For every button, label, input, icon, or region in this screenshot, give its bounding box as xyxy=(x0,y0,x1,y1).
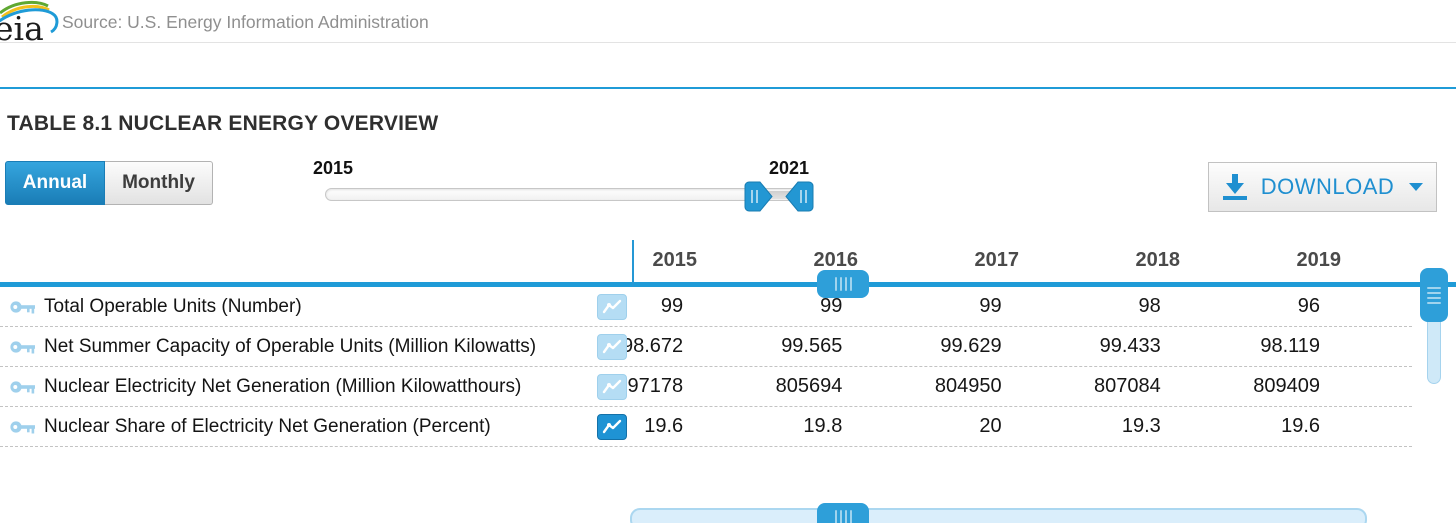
value-cell: 805694 xyxy=(775,375,843,397)
horizontal-scrollbar-handle-top[interactable] xyxy=(817,270,869,298)
value-cell: 804950 xyxy=(934,375,1002,397)
value-cell: 99.433 xyxy=(1099,335,1161,357)
column-header-year: 2016 xyxy=(813,248,859,271)
sparkline-chart-icon[interactable] xyxy=(597,333,627,360)
table-rows: Total Operable Units (Number) 99 99 99 9… xyxy=(0,287,1412,447)
key-icon xyxy=(10,380,35,393)
row-label: Nuclear Share of Electricity Net Generat… xyxy=(44,415,491,437)
year-slider-selected-range xyxy=(758,191,802,199)
value-cell: 797178 xyxy=(616,375,684,397)
vertical-scrollbar-handle[interactable] xyxy=(1420,268,1448,322)
value-cell: 99 xyxy=(979,295,1002,317)
year-header-row: 2015 2016 2017 2018 2019 xyxy=(0,238,1437,282)
value-cell: 98.119 xyxy=(1260,335,1321,357)
value-cell: 99 xyxy=(820,295,843,317)
column-header-year: 2017 xyxy=(974,248,1020,271)
download-label: DOWNLOAD xyxy=(1260,174,1395,199)
value-cell: 19.6 xyxy=(644,415,684,437)
download-button[interactable]: DOWNLOAD xyxy=(1208,162,1437,212)
slider-handle-right[interactable] xyxy=(785,181,814,212)
horizontal-scrollbar-handle-bottom[interactable] xyxy=(817,503,869,523)
header-divider xyxy=(0,87,1456,89)
source-attribution: Source: U.S. Energy Information Administ… xyxy=(62,12,429,32)
annual-button[interactable]: Annual xyxy=(5,161,105,205)
key-icon xyxy=(10,340,35,353)
value-cell: 19.6 xyxy=(1281,415,1321,437)
slider-max-label: 2021 xyxy=(769,158,810,178)
table-row: Net Summer Capacity of Operable Units (M… xyxy=(0,327,1412,367)
value-cell: 98 xyxy=(1138,295,1161,317)
value-cell: 809409 xyxy=(1253,375,1321,397)
value-cell: 19.8 xyxy=(803,415,843,437)
column-header-year: 2015 xyxy=(652,248,698,271)
value-cell: 98.672 xyxy=(621,335,684,357)
horizontal-scrollbar-track-bottom[interactable] xyxy=(630,508,1367,523)
table-row: Total Operable Units (Number) 99 99 99 9… xyxy=(0,287,1412,327)
sparkline-chart-icon[interactable] xyxy=(597,373,627,400)
value-cell: 99.565 xyxy=(781,335,843,357)
download-arrow-icon xyxy=(1222,174,1247,200)
sparkline-chart-icon[interactable] xyxy=(597,293,627,320)
site-header: eia Source: U.S. Energy Information Admi… xyxy=(0,0,1456,44)
row-label: Nuclear Electricity Net Generation (Mill… xyxy=(44,375,522,397)
value-cell: 96 xyxy=(1297,295,1321,317)
slider-handle-left[interactable] xyxy=(744,181,773,212)
column-header-year: 2019 xyxy=(1296,248,1342,271)
value-cell: 19.3 xyxy=(1121,415,1161,437)
value-cell: 20 xyxy=(979,415,1002,437)
frequency-toggle: Annual Monthly xyxy=(5,161,213,205)
table-row: Nuclear Electricity Net Generation (Mill… xyxy=(0,367,1412,407)
row-label: Total Operable Units (Number) xyxy=(44,295,302,317)
sparkline-chart-icon[interactable] xyxy=(597,413,627,440)
table-row: Nuclear Share of Electricity Net Generat… xyxy=(0,407,1412,447)
value-cell: 99 xyxy=(660,295,684,317)
eia-logo[interactable]: eia xyxy=(0,0,63,44)
value-cell: 99.629 xyxy=(940,335,1002,357)
monthly-button[interactable]: Monthly xyxy=(105,161,213,205)
page-title: TABLE 8.1 NUCLEAR ENERGY OVERVIEW xyxy=(7,112,439,135)
column-header-year: 2018 xyxy=(1135,248,1181,271)
row-label: Net Summer Capacity of Operable Units (M… xyxy=(44,335,537,357)
year-slider-track[interactable] xyxy=(325,188,812,201)
svg-text:eia: eia xyxy=(0,9,44,44)
table-header-divider xyxy=(0,282,1456,287)
key-icon xyxy=(10,420,35,433)
value-cell: 807084 xyxy=(1094,375,1161,397)
key-icon xyxy=(10,300,35,313)
caret-down-icon xyxy=(1409,183,1424,191)
slider-min-label: 2015 xyxy=(313,158,354,178)
